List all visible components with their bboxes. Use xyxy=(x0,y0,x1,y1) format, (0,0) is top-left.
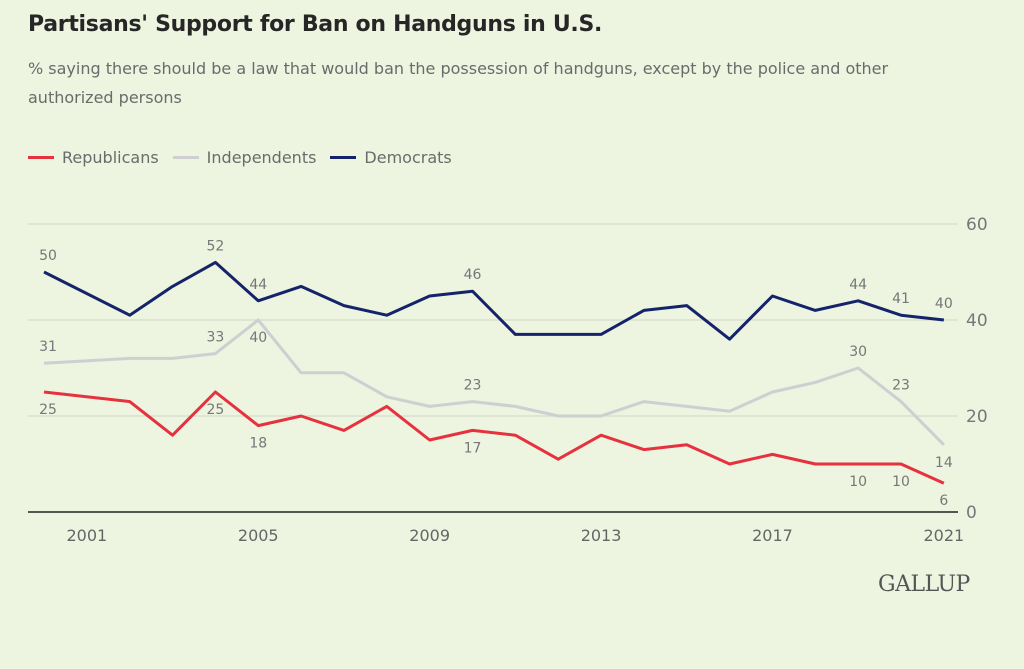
x-tick-label: 2021 xyxy=(923,526,964,545)
data-label: 46 xyxy=(464,267,482,283)
x-tick-label: 2005 xyxy=(238,526,279,545)
data-label: 40 xyxy=(935,296,953,312)
data-label: 10 xyxy=(892,474,910,490)
data-label: 33 xyxy=(206,330,224,346)
data-label: 31 xyxy=(39,339,57,355)
x-tick-label: 2009 xyxy=(409,526,450,545)
legend-label: Independents xyxy=(206,148,317,167)
data-label: 44 xyxy=(849,277,867,293)
y-tick-label: 40 xyxy=(966,311,988,331)
gallup-logo: GALLUP xyxy=(878,572,970,597)
legend-item-republicans: Republicans xyxy=(28,148,159,167)
data-label: 25 xyxy=(206,402,224,418)
y-tick-label: 0 xyxy=(966,503,977,523)
legend-label: Republicans xyxy=(62,148,159,167)
data-label: 50 xyxy=(39,248,57,264)
series-line-republicans xyxy=(43,390,945,485)
x-tick-label: 2017 xyxy=(752,526,793,545)
chart-subtitle: % saying there should be a law that woul… xyxy=(28,59,889,107)
x-tick-label: 2001 xyxy=(66,526,107,545)
chart-title: Partisans' Support for Ban on Handguns i… xyxy=(28,12,603,37)
legend-swatch xyxy=(28,156,54,159)
data-label: 23 xyxy=(464,378,482,394)
data-label: 18 xyxy=(249,436,267,452)
data-label: 6 xyxy=(939,493,948,509)
data-label: 52 xyxy=(206,238,224,254)
data-label: 10 xyxy=(849,474,867,490)
data-label: 30 xyxy=(849,344,867,360)
legend-swatch xyxy=(172,156,199,159)
series-line-democrats xyxy=(43,260,945,341)
legend: Republicans Independents Democrats xyxy=(28,148,466,167)
legend-label: Democrats xyxy=(364,148,452,167)
data-label: 25 xyxy=(39,402,57,418)
legend-item-democrats: Democrats xyxy=(330,148,452,167)
data-label: 44 xyxy=(249,277,267,293)
data-label: 14 xyxy=(935,455,953,471)
y-tick-label: 60 xyxy=(966,215,988,235)
x-tick-label: 2013 xyxy=(581,526,622,545)
legend-swatch xyxy=(330,156,357,159)
data-label: 41 xyxy=(892,291,910,307)
data-label: 23 xyxy=(892,378,910,394)
series-line-independents xyxy=(43,318,945,446)
y-tick-label: 20 xyxy=(966,407,988,427)
data-label: 17 xyxy=(464,440,482,456)
legend-item-independents: Independents xyxy=(172,148,317,167)
data-label: 40 xyxy=(249,330,267,346)
